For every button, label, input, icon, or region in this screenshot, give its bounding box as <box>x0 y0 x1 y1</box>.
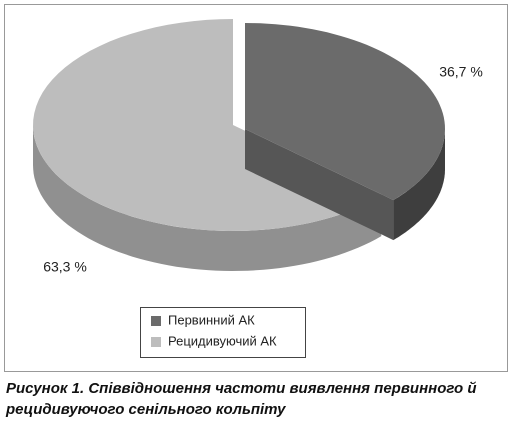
legend-swatch <box>151 337 161 347</box>
legend-label: Рецидивуючий АК <box>168 333 277 348</box>
pie-slice <box>245 23 445 201</box>
pie-side <box>33 125 382 271</box>
legend-label: Первинний АК <box>168 312 255 327</box>
pie-side <box>393 129 445 241</box>
data-label: 63,3 % <box>43 259 87 275</box>
pie-cut-face <box>245 129 394 241</box>
chart: 36,7 % 63,3 % Первинний АК Рецидивуючий АК <box>4 4 508 372</box>
legend-swatch <box>151 316 161 326</box>
legend-box <box>140 307 306 358</box>
data-label: 36,7 % <box>439 64 483 80</box>
figure-caption: Рисунок 1. Співвідношення частоти виявле… <box>6 380 477 418</box>
chart-frame <box>4 4 508 372</box>
